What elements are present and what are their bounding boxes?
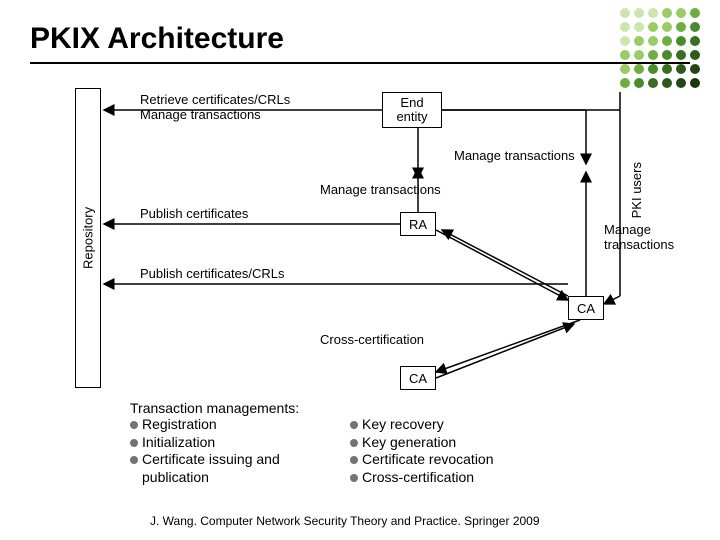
dot — [662, 36, 672, 46]
dot — [620, 78, 630, 88]
tm-item: Registration — [130, 416, 350, 434]
tm-heading: Transaction managements: — [130, 400, 610, 416]
tm-item-text: Initialization — [142, 434, 215, 452]
tm-right-col: Key recoveryKey generationCertificate re… — [350, 416, 590, 486]
dot — [648, 36, 658, 46]
slide-title: PKIX Architecture — [30, 22, 284, 56]
tm-item-text: Key recovery — [362, 416, 444, 434]
dot — [634, 64, 644, 74]
bullet-icon — [130, 456, 138, 464]
dot — [634, 22, 644, 32]
dot — [676, 36, 686, 46]
manage1-label: Manage transactions — [454, 148, 575, 163]
bullet-icon — [130, 439, 138, 447]
dot — [676, 22, 686, 32]
dot — [662, 22, 672, 32]
dot — [676, 50, 686, 60]
pki-users-label: PKI users — [629, 162, 644, 218]
manage3-label: Manage transactions — [604, 222, 674, 252]
ca1-box: CA — [568, 296, 604, 320]
dot — [620, 64, 630, 74]
dot — [662, 64, 672, 74]
dot — [690, 22, 700, 32]
tm-item: Certificate revocation — [350, 451, 590, 469]
tm-item: Key generation — [350, 434, 590, 452]
tm-item-text: Certificate issuing and publication — [142, 451, 350, 486]
transaction-mgmt-block: Transaction managements: RegistrationIni… — [130, 400, 610, 486]
tm-item: Certificate issuing and publication — [130, 451, 350, 486]
ra-label: RA — [409, 217, 427, 232]
tm-item-text: Cross-certification — [362, 469, 474, 487]
bullet-icon — [350, 474, 358, 482]
repository-label: Repository — [81, 207, 96, 269]
decorative-dots — [620, 8, 702, 90]
cross-label: Cross-certification — [320, 332, 424, 347]
dot — [620, 22, 630, 32]
tm-item-text: Certificate revocation — [362, 451, 494, 469]
bullet-icon — [130, 421, 138, 429]
ca2-box: CA — [400, 366, 436, 390]
repository-box: Repository — [75, 88, 101, 388]
tm-item: Initialization — [130, 434, 350, 452]
bullet-icon — [350, 439, 358, 447]
dot — [662, 50, 672, 60]
dot — [648, 8, 658, 18]
ca1-label: CA — [577, 301, 595, 316]
footer-citation: J. Wang. Computer Network Security Theor… — [150, 514, 540, 528]
retrieve-label: Retrieve certificates/CRLs Manage transa… — [140, 92, 290, 122]
bullet-icon — [350, 456, 358, 464]
dot — [620, 50, 630, 60]
dot — [690, 64, 700, 74]
ca2-label: CA — [409, 371, 427, 386]
dot — [676, 64, 686, 74]
dot — [620, 36, 630, 46]
publish-certs-label: Publish certificates — [140, 206, 248, 221]
dot — [634, 50, 644, 60]
dot — [620, 8, 630, 18]
dot — [662, 8, 672, 18]
dot — [648, 78, 658, 88]
dot — [634, 36, 644, 46]
dot — [648, 22, 658, 32]
tm-item-text: Key generation — [362, 434, 456, 452]
tm-item-text: Registration — [142, 416, 217, 434]
end-entity-box: End entity — [382, 92, 442, 128]
publish-crls-label: Publish certificates/CRLs — [140, 266, 285, 281]
dot — [662, 78, 672, 88]
tm-item: Key recovery — [350, 416, 590, 434]
manage2-label: Manage transactions — [320, 182, 441, 197]
title-underline — [30, 62, 690, 64]
dot — [690, 36, 700, 46]
dot — [648, 64, 658, 74]
dot — [648, 50, 658, 60]
end-entity-label: End entity — [396, 96, 427, 125]
dot — [690, 50, 700, 60]
dot — [690, 78, 700, 88]
dot — [634, 78, 644, 88]
ra-box: RA — [400, 212, 436, 236]
dot — [634, 8, 644, 18]
tm-item: Cross-certification — [350, 469, 590, 487]
dot — [676, 78, 686, 88]
bullet-icon — [350, 421, 358, 429]
tm-left-col: RegistrationInitializationCertificate is… — [130, 416, 350, 486]
dot — [676, 8, 686, 18]
dot — [690, 8, 700, 18]
